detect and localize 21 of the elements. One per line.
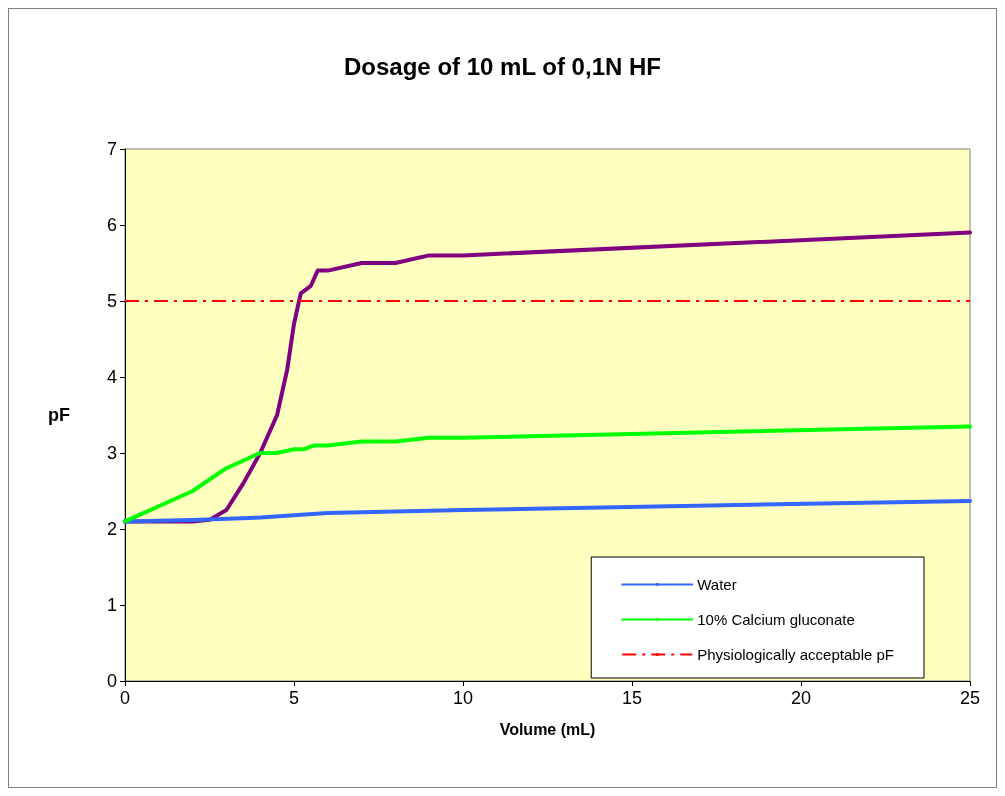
y-tick-label: 0 xyxy=(106,671,117,691)
y-tick-label: 2 xyxy=(106,519,117,539)
y-tick-label: 5 xyxy=(106,291,117,311)
line-series xyxy=(123,424,972,524)
y-axis-title: pF xyxy=(48,405,70,425)
chart-title: Dosage of 10 mL of 0,1N HF xyxy=(344,52,661,80)
x-tick-label: 20 xyxy=(790,688,812,708)
legend-label: 10% Calcium gluconate xyxy=(697,611,855,628)
x-tick-label: 25 xyxy=(959,688,981,708)
y-tick-label: 1 xyxy=(106,595,117,615)
x-axis-title: Volume (mL) xyxy=(499,720,596,738)
x-tick-label: 5 xyxy=(288,688,300,708)
y-tick-label: 4 xyxy=(106,367,117,387)
legend-label: Water xyxy=(697,576,737,593)
y-tick-label: 3 xyxy=(106,443,117,463)
x-tick-label: 0 xyxy=(119,688,131,708)
legend-label: Physiologically acceptable pF xyxy=(697,646,895,663)
x-tick-label: 15 xyxy=(621,688,643,708)
x-tick-label: 10 xyxy=(452,688,474,708)
y-tick-label: 7 xyxy=(106,139,117,159)
y-tick-label: 6 xyxy=(106,215,117,235)
